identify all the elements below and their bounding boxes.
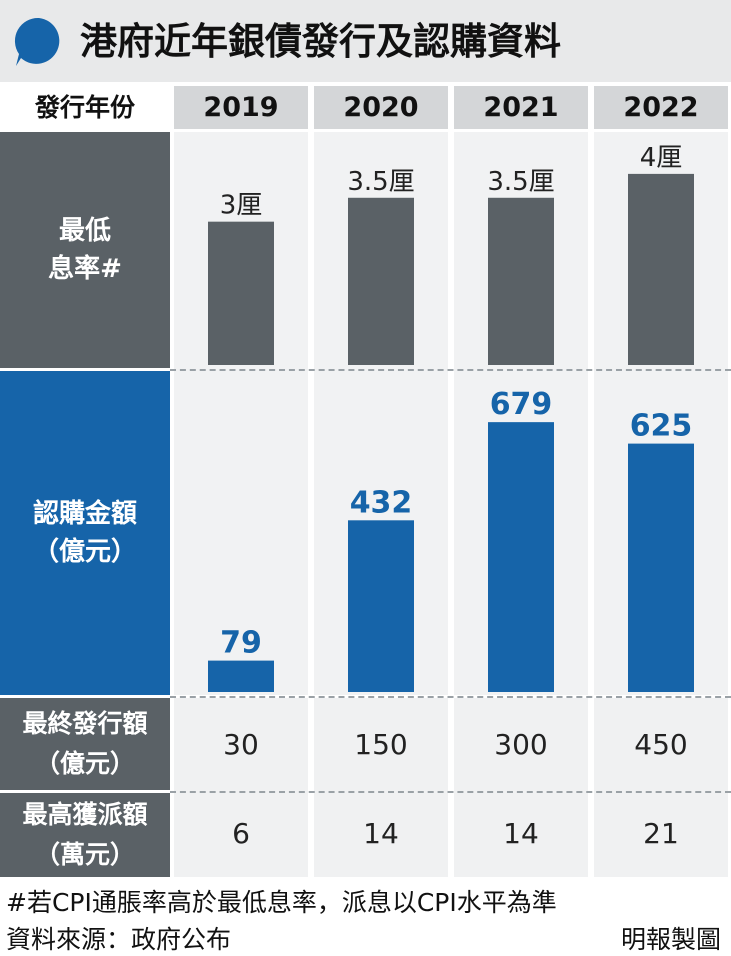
row-label-final-issue: 最終發行額 （億元） bbox=[0, 698, 170, 790]
max-allotment-2019: 6 bbox=[232, 817, 250, 850]
bar-rate-2019 bbox=[208, 221, 274, 365]
table-bg-2021 bbox=[454, 698, 588, 877]
divider-final-max bbox=[170, 791, 731, 793]
row-label-min-rate-line2: 息率# bbox=[48, 254, 122, 284]
bar-label-subscription-2020: 432 bbox=[350, 485, 413, 520]
row-label-subscription-line2: （億元） bbox=[32, 537, 137, 567]
bar-rate-2020 bbox=[348, 197, 414, 365]
divider-rate-subscription bbox=[170, 369, 731, 371]
title-bar bbox=[0, 0, 731, 82]
final-issue-2021: 300 bbox=[494, 728, 548, 761]
table-bg-2020 bbox=[314, 698, 448, 877]
final-issue-2020: 150 bbox=[354, 728, 408, 761]
bar-subscription-2022 bbox=[628, 443, 694, 692]
bar-label-subscription-2019: 79 bbox=[220, 626, 262, 661]
divider-subscription-final bbox=[170, 696, 731, 698]
row-label-max-allotment: 最高獲派額 （萬元） bbox=[0, 793, 170, 877]
source-note: 資料來源：政府公布 bbox=[6, 925, 232, 954]
bar-label-rate-2020: 3.5厘 bbox=[347, 167, 414, 197]
year-header-2019: 2019 bbox=[174, 86, 308, 129]
table-bg-2022 bbox=[594, 698, 728, 877]
year-header-2020: 2020 bbox=[314, 86, 448, 129]
row-label-min-rate: 最低 息率# bbox=[0, 132, 170, 368]
row-label-max-allotment-line2: （萬元） bbox=[34, 840, 135, 869]
final-issue-2019: 30 bbox=[223, 728, 259, 761]
bar-label-subscription-2021: 679 bbox=[490, 387, 553, 422]
bar-label-rate-2022: 4厘 bbox=[640, 143, 683, 173]
bar-label-subscription-2022: 625 bbox=[630, 409, 693, 444]
bar-label-rate-2021: 3.5厘 bbox=[487, 167, 554, 197]
footnote: #若CPI通脹率高於最低息率，派息以CPI水平為準 bbox=[6, 888, 557, 917]
chart-title: 港府近年銀債發行及認購資料 bbox=[80, 19, 561, 63]
bar-subscription-2019 bbox=[208, 660, 274, 692]
row-label-subscription: 認購金額 （億元） bbox=[0, 371, 170, 695]
bar-subscription-2021 bbox=[488, 422, 554, 692]
max-allotment-2021: 14 bbox=[503, 817, 539, 850]
year-header-2022: 2022 bbox=[594, 86, 728, 129]
credit-note: 明報製圖 bbox=[620, 925, 721, 954]
max-allotment-2020: 14 bbox=[363, 817, 399, 850]
max-allotment-2022: 21 bbox=[643, 817, 679, 850]
bar-label-rate-2019: 3厘 bbox=[220, 191, 263, 221]
row-label-min-rate-line1: 最低 bbox=[58, 216, 111, 246]
header-label: 發行年份 bbox=[0, 86, 170, 129]
final-issue-2022: 450 bbox=[634, 728, 688, 761]
row-label-final-issue-line1: 最終發行額 bbox=[22, 709, 148, 738]
bar-rate-2022 bbox=[628, 173, 694, 365]
table-bg-2019 bbox=[174, 698, 308, 877]
year-header-2021: 2021 bbox=[454, 86, 588, 129]
row-label-subscription-line1: 認購金額 bbox=[32, 499, 137, 529]
speech-bubble-icon bbox=[14, 17, 60, 67]
row-label-final-issue-line2: （億元） bbox=[34, 749, 135, 778]
bar-subscription-2020 bbox=[348, 520, 414, 692]
bar-rate-2021 bbox=[488, 197, 554, 365]
row-label-max-allotment-line1: 最高獲派額 bbox=[22, 800, 148, 829]
